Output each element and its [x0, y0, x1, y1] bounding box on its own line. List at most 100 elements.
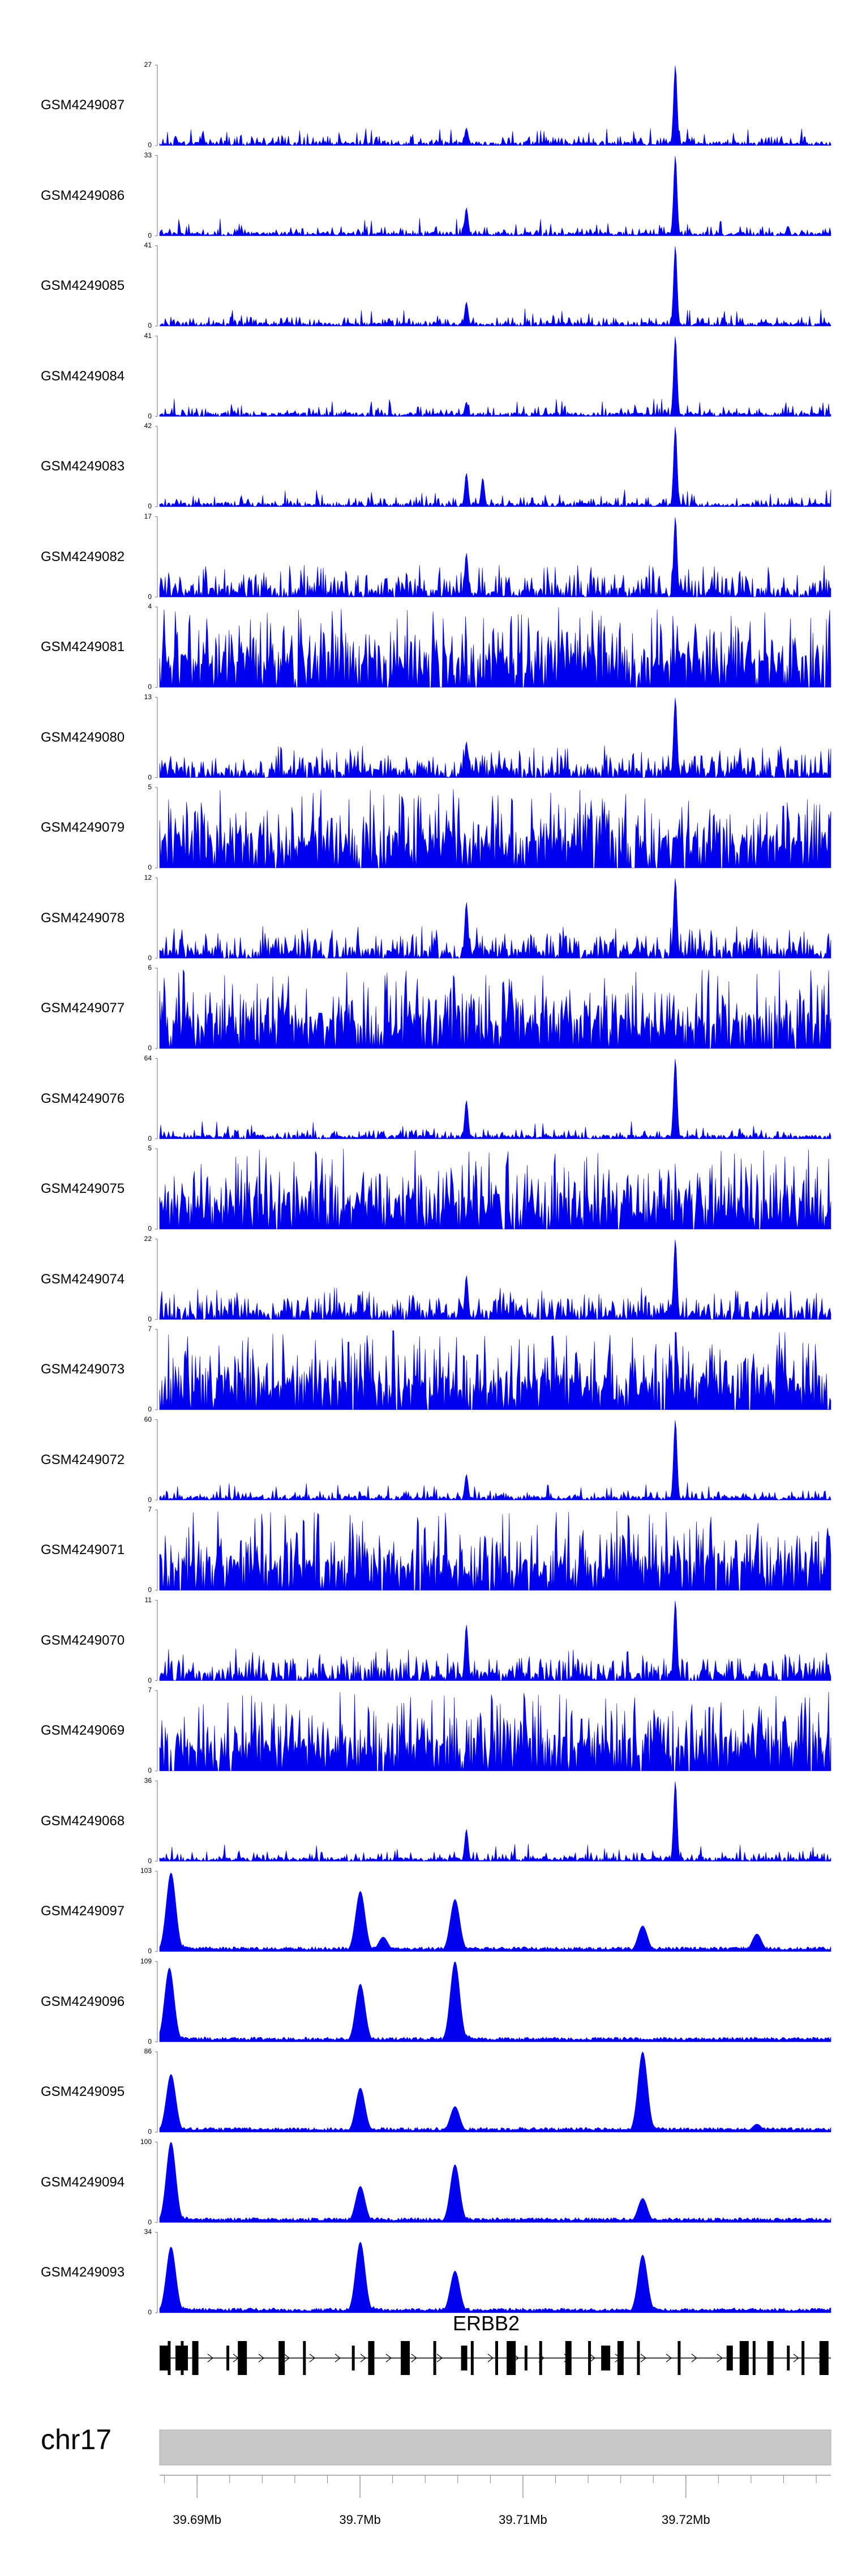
coverage-area — [159, 1781, 831, 1862]
track-label: GSM4249073 — [41, 1362, 125, 1377]
track-label: GSM4249076 — [41, 1090, 125, 1106]
gene-exon — [637, 2341, 640, 2375]
y-max-label: 103 — [140, 1867, 152, 1875]
track-label: GSM4249068 — [41, 1813, 125, 1829]
coverage-area — [159, 1510, 831, 1591]
track-label: GSM4249093 — [41, 2265, 125, 2280]
y-min-label: 0 — [148, 1766, 152, 1774]
x-tick-label: 39.71Mb — [499, 2513, 547, 2527]
track-label: GSM4249069 — [41, 1723, 125, 1738]
coverage-area — [159, 1692, 831, 1771]
y-max-label: 5 — [148, 783, 152, 791]
y-max-label: 6 — [148, 964, 152, 972]
y-min-label: 0 — [148, 953, 152, 962]
gene-exon — [524, 2346, 528, 2370]
gene-exon — [433, 2341, 436, 2375]
track-label: GSM4249080 — [41, 729, 125, 745]
coverage-area — [159, 1872, 831, 1952]
coverage-area — [159, 66, 831, 147]
gene-exon — [752, 2341, 756, 2375]
track-label: GSM4249077 — [41, 1000, 125, 1016]
y-max-label: 100 — [140, 2137, 152, 2146]
y-min-label: 0 — [148, 2128, 152, 2136]
y-max-label: 86 — [144, 2047, 152, 2055]
gene-exon — [617, 2341, 624, 2375]
y-max-label: 109 — [140, 1957, 152, 1965]
track-label: GSM4249083 — [41, 459, 125, 474]
gene-exon — [726, 2346, 733, 2370]
y-max-label: 7 — [148, 1686, 152, 1694]
y-max-label: 7 — [148, 1505, 152, 1513]
y-min-label: 0 — [148, 592, 152, 601]
strand-arrow — [284, 2354, 290, 2363]
coverage-area — [159, 2142, 831, 2223]
coverage-area — [159, 878, 831, 959]
y-max-label: 7 — [148, 1325, 152, 1333]
y-min-label: 0 — [148, 1405, 152, 1413]
y-min-label: 0 — [148, 1225, 152, 1233]
strand-arrow — [436, 2354, 443, 2363]
gene-exon — [238, 2341, 247, 2375]
x-tick-label: 39.7Mb — [339, 2513, 381, 2527]
strand-arrow — [309, 2354, 315, 2363]
coverage-area — [159, 969, 831, 1049]
y-max-label: 41 — [144, 331, 152, 340]
y-min-label: 0 — [148, 322, 152, 330]
track-label: GSM4249097 — [41, 1903, 125, 1919]
gene-exon — [601, 2346, 611, 2370]
coverage-area — [159, 156, 831, 237]
y-max-label: 64 — [144, 1054, 152, 1062]
track-label: GSM4249086 — [41, 187, 125, 203]
y-max-label: 22 — [144, 1234, 152, 1243]
x-tick-label: 39.72Mb — [661, 2513, 710, 2527]
coverage-area — [159, 427, 831, 507]
strand-arrow — [360, 2354, 366, 2363]
coverage-area — [159, 1330, 831, 1410]
gene-exon — [168, 2341, 171, 2375]
gene-exon — [767, 2341, 774, 2375]
y-min-label: 0 — [148, 1947, 152, 1955]
track-label: GSM4249075 — [41, 1181, 125, 1196]
y-min-label: 0 — [148, 231, 152, 239]
strand-arrow — [411, 2354, 417, 2363]
coverage-area — [159, 1961, 831, 2042]
gene-label: ERBB2 — [453, 2312, 520, 2335]
y-min-label: 0 — [148, 1315, 152, 1323]
y-max-label: 60 — [144, 1415, 152, 1423]
y-min-label: 0 — [148, 502, 152, 510]
coverage-area — [159, 1420, 831, 1501]
coverage-area — [159, 517, 831, 598]
coverage-area — [159, 2051, 831, 2133]
gene-exon — [461, 2346, 468, 2370]
y-min-label: 0 — [148, 412, 152, 420]
y-max-label: 36 — [144, 1776, 152, 1785]
gene-exon — [588, 2341, 591, 2375]
coverage-area — [159, 1239, 831, 1320]
coverage-area — [159, 1059, 831, 1140]
chromosome-label: chr17 — [41, 2424, 112, 2455]
y-max-label: 33 — [144, 151, 152, 159]
gene-exon — [368, 2341, 375, 2375]
strand-arrow — [717, 2354, 723, 2363]
gene-exon — [678, 2341, 681, 2375]
y-max-label: 17 — [144, 512, 152, 520]
strand-arrow — [640, 2354, 646, 2363]
gene-exon — [739, 2341, 749, 2375]
strand-arrow — [335, 2354, 341, 2363]
gene-exon — [565, 2341, 572, 2375]
y-min-label: 0 — [148, 1586, 152, 1594]
strand-arrow — [385, 2354, 392, 2363]
track-label: GSM4249096 — [41, 1993, 125, 2009]
gene-exon — [787, 2346, 790, 2370]
gene-exon — [495, 2341, 498, 2375]
track-label: GSM4249084 — [41, 368, 125, 384]
gene-exon — [470, 2341, 474, 2375]
y-min-label: 0 — [148, 1044, 152, 1052]
track-label: GSM4249074 — [41, 1271, 125, 1287]
y-max-label: 12 — [144, 873, 152, 882]
y-min-label: 0 — [148, 1676, 152, 1684]
track-label: GSM4249085 — [41, 278, 125, 293]
coverage-area — [159, 2241, 831, 2313]
y-min-label: 0 — [148, 773, 152, 781]
